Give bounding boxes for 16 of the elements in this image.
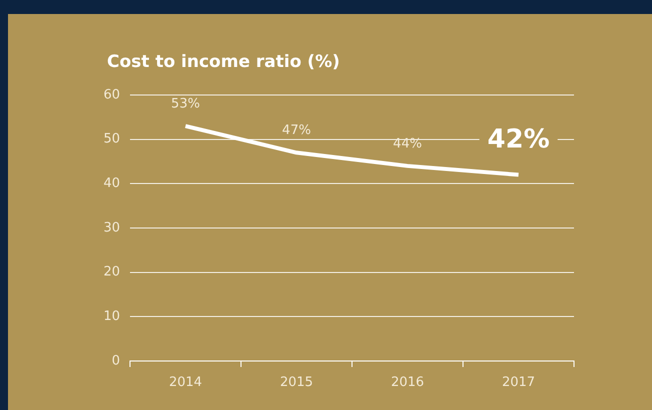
y-tick-label: 10 <box>103 309 120 324</box>
chart-title: Cost to income ratio (%) <box>107 52 340 72</box>
x-tick-label: 2014 <box>168 375 202 390</box>
y-tick-label: 40 <box>103 176 120 192</box>
data-label: 53% <box>171 96 200 112</box>
y-tick-label: 50 <box>103 132 120 147</box>
x-tick-label: 2015 <box>280 375 314 390</box>
y-tick-label: 0 <box>112 353 120 368</box>
y-tick-label: 20 <box>103 264 120 280</box>
data-label: 42% <box>487 124 550 155</box>
x-tick-label: 2017 <box>502 375 536 390</box>
x-tick-label: 2016 <box>390 375 424 390</box>
y-tick-label: 30 <box>103 220 120 236</box>
data-label: 47% <box>282 123 311 138</box>
y-tick-label: 60 <box>103 87 120 102</box>
data-label: 44% <box>393 136 422 152</box>
